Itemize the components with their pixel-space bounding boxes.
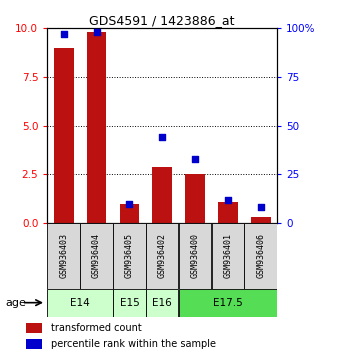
Text: E15: E15 — [120, 298, 139, 308]
Title: GDS4591 / 1423886_at: GDS4591 / 1423886_at — [90, 14, 235, 27]
Bar — [146, 223, 178, 289]
Bar — [113, 223, 146, 289]
Bar — [47, 289, 113, 317]
Bar — [26, 323, 42, 333]
Bar — [120, 204, 139, 223]
Bar — [146, 289, 178, 317]
Bar — [54, 48, 74, 223]
Point — [258, 205, 263, 210]
Bar — [179, 289, 277, 317]
Text: E17.5: E17.5 — [213, 298, 243, 308]
Text: E14: E14 — [70, 298, 90, 308]
Bar — [87, 32, 106, 223]
Bar — [218, 202, 238, 223]
Point — [61, 31, 67, 37]
Bar — [251, 217, 271, 223]
Bar — [212, 223, 244, 289]
Bar — [113, 289, 146, 317]
Point — [225, 197, 231, 202]
Text: transformed count: transformed count — [51, 323, 142, 333]
Point — [192, 156, 198, 161]
Text: E16: E16 — [152, 298, 172, 308]
Text: GSM936404: GSM936404 — [92, 233, 101, 278]
Text: GSM936402: GSM936402 — [158, 233, 167, 278]
Bar — [179, 223, 211, 289]
Point — [94, 29, 99, 35]
Text: age: age — [5, 298, 26, 308]
Bar — [244, 223, 277, 289]
Text: GSM936406: GSM936406 — [256, 233, 265, 278]
Text: GSM936405: GSM936405 — [125, 233, 134, 278]
Text: GSM936400: GSM936400 — [191, 233, 199, 278]
Text: GSM936401: GSM936401 — [223, 233, 233, 278]
Text: percentile rank within the sample: percentile rank within the sample — [51, 339, 216, 349]
Point — [127, 201, 132, 206]
Bar — [47, 223, 80, 289]
Text: GSM936403: GSM936403 — [59, 233, 68, 278]
Bar — [185, 175, 205, 223]
Bar — [26, 339, 42, 349]
Bar — [152, 167, 172, 223]
Point — [160, 135, 165, 140]
Bar — [80, 223, 113, 289]
